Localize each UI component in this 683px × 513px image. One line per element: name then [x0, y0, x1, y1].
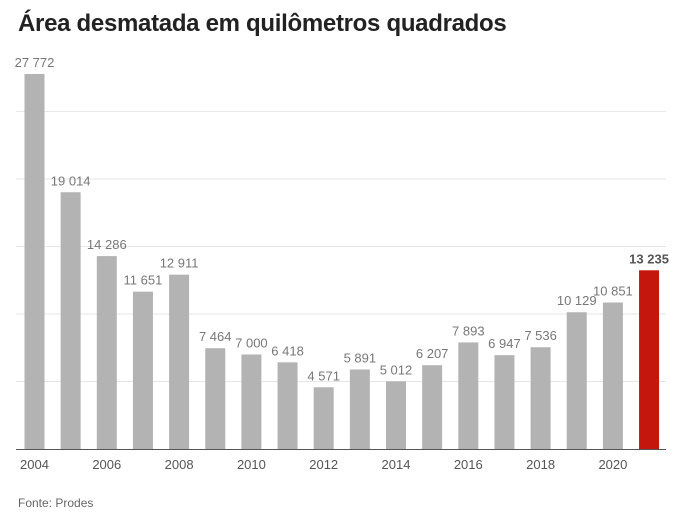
value-label-2013: 5 891 [344, 350, 377, 365]
bar-2006 [96, 256, 117, 449]
value-label-2021: 13 235 [629, 251, 669, 266]
bar-2004 [24, 73, 45, 449]
chart-title: Área desmatada em quilômetros quadrados [18, 10, 507, 37]
bar-2021 [639, 270, 660, 449]
x-tick-label-2018: 2018 [526, 457, 555, 472]
bar-2011 [277, 362, 298, 449]
bar-2012 [313, 387, 334, 449]
value-label-2016: 7 893 [452, 323, 485, 338]
x-tick-label-2004: 2004 [20, 457, 49, 472]
value-label-2019: 10 129 [557, 293, 597, 308]
value-labels: 27 772 19 014 14 286 11 651 12 911 7 464 7 000… [15, 55, 669, 383]
x-tick-label-2012: 2012 [309, 457, 338, 472]
x-tick-label-2014: 2014 [382, 457, 411, 472]
bar-2009 [205, 348, 226, 449]
value-label-2018: 7 536 [524, 328, 557, 343]
bar-2008 [169, 274, 190, 449]
value-label-2014: 5 012 [380, 362, 413, 377]
value-label-2008: 12 911 [160, 256, 199, 271]
x-tick-label-2020: 2020 [598, 457, 627, 472]
bar-2019 [566, 312, 587, 449]
x-tick-label-2006: 2006 [92, 457, 121, 472]
value-label-2005: 19 014 [51, 173, 91, 188]
value-label-2017: 6 947 [488, 336, 521, 351]
value-label-2020: 10 851 [593, 283, 633, 298]
x-tick-label-2008: 2008 [165, 457, 194, 472]
x-tick-label-2016: 2016 [454, 457, 483, 472]
value-label-2009: 7 464 [199, 329, 232, 344]
gridlines [16, 110, 666, 382]
x-tick-label-2010: 2010 [237, 457, 266, 472]
bar-2016 [458, 342, 479, 449]
bars [24, 73, 660, 449]
value-label-2010: 7 000 [235, 335, 268, 350]
source-note: Fonte: Prodes [18, 496, 94, 510]
value-label-2006: 14 286 [87, 237, 127, 252]
bar-2020 [602, 302, 623, 449]
bar-2007 [132, 291, 153, 449]
value-label-2011: 6 418 [271, 343, 304, 358]
value-label-2012: 4 571 [307, 368, 340, 383]
bar-2017 [494, 355, 515, 449]
x-axis: 2004 2006 2008 2010 2012 2014 2016 2018 2020 [16, 449, 666, 472]
bar-2018 [530, 347, 551, 449]
bar-2013 [349, 369, 370, 449]
value-label-2015: 6 207 [416, 346, 449, 361]
bar-2015 [422, 365, 443, 449]
bar-2010 [241, 354, 262, 449]
bar-2005 [60, 192, 81, 449]
bar-2014 [386, 381, 406, 449]
value-label-2004: 27 772 [15, 55, 55, 70]
value-label-2007: 11 651 [124, 273, 163, 288]
